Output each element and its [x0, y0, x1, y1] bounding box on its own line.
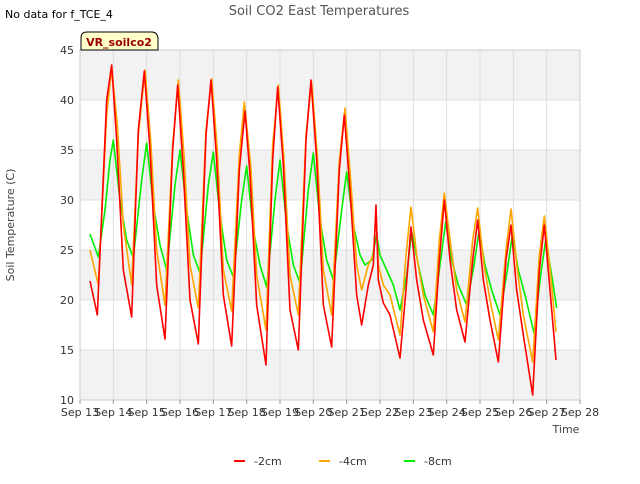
plot-band: [80, 150, 580, 200]
x-tick-label: Sep 16: [161, 406, 199, 419]
y-tick-label: 10: [60, 394, 74, 407]
x-tick-label: Sep 20: [294, 406, 332, 419]
x-tick-label: Sep 28: [561, 406, 599, 419]
x-tick-label: Sep 19: [261, 406, 299, 419]
x-tick-label: Sep 26: [494, 406, 532, 419]
chart-title: Soil CO2 East Temperatures: [229, 4, 410, 19]
plot-bands: [80, 50, 580, 400]
y-axis: 10 15 20 25 30 35 40 45: [60, 44, 74, 407]
x-tick-label: Sep 22: [361, 406, 399, 419]
x-tick-label: Sep 23: [394, 406, 432, 419]
legend-label: -2cm: [254, 455, 282, 468]
x-tick-label: Sep 17: [194, 406, 232, 419]
x-tick-label: Sep 27: [528, 406, 566, 419]
badge-box: [80, 31, 159, 51]
y-tick-label: 25: [60, 244, 74, 257]
badge-label: VR_soilco2: [86, 36, 152, 49]
series-layer: [89, 64, 558, 396]
plot-band: [80, 350, 580, 400]
y-axis-label: Soil Temperature (C): [4, 169, 17, 282]
legend-label: -4cm: [339, 455, 367, 468]
y-tick-label: 45: [60, 44, 74, 57]
y-tick-label: 30: [60, 194, 74, 207]
plot-band: [80, 50, 580, 100]
x-tick-label: Sep 13: [61, 406, 99, 419]
x-tick-label: Sep 18: [228, 406, 266, 419]
x-tick-label: Sep 14: [94, 406, 132, 419]
y-tick-label: 40: [60, 94, 74, 107]
x-tick-label: Sep 25: [461, 406, 499, 419]
x-tick-label: Sep 15: [128, 406, 166, 419]
x-tick-label: Sep 24: [428, 406, 466, 419]
series-line-2cm: [89, 64, 557, 396]
y-tick-label: 35: [60, 144, 74, 157]
y-tick-label: 20: [60, 294, 74, 307]
x-axis-label: Time: [552, 423, 580, 436]
x-tick-label: Sep 21: [328, 406, 366, 419]
y-tick-label: 15: [60, 344, 74, 357]
legend: -2cm -4cm -8cm: [234, 455, 452, 468]
plot-frame: [79, 49, 581, 401]
legend-label: -8cm: [424, 455, 452, 468]
no-data-note: No data for f_TCE_4: [5, 8, 113, 21]
badge: VR_soilco2: [80, 31, 159, 51]
